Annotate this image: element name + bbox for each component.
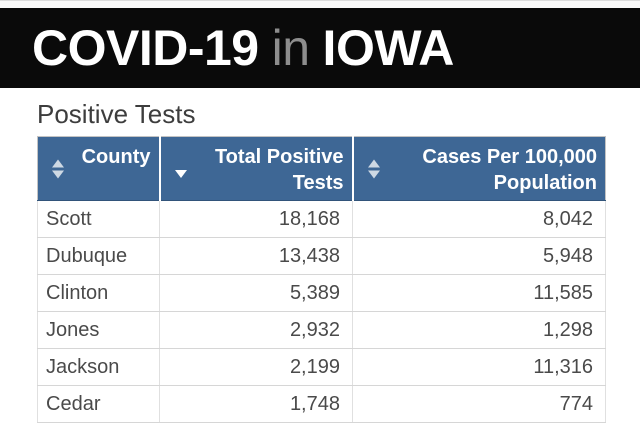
positive-tests-table: County Total Positive Tests Cases Per 10… bbox=[37, 136, 606, 423]
column-header-label: Cases Per 100,000 Population bbox=[422, 146, 597, 194]
banner-title-covid: COVID-19 bbox=[32, 20, 259, 76]
sort-descending-icon[interactable] bbox=[174, 169, 187, 178]
table-header-row: County Total Positive Tests Cases Per 10… bbox=[37, 136, 606, 201]
column-header-total-positive-tests[interactable]: Total Positive Tests bbox=[158, 136, 353, 201]
county-cell: Jones bbox=[37, 311, 160, 349]
table-row: Clinton 5,389 11,585 bbox=[37, 274, 606, 312]
sort-down-arrow-icon bbox=[367, 170, 380, 178]
total-positive-tests-cell: 13,438 bbox=[159, 237, 353, 275]
sort-down-arrow-icon bbox=[52, 170, 64, 178]
county-cell: Cedar bbox=[37, 385, 160, 423]
table-row: Cedar 1,748 774 bbox=[37, 385, 606, 423]
banner-title-in: in bbox=[271, 20, 310, 76]
table-row: Scott 18,168 8,042 bbox=[37, 200, 606, 238]
top-strip bbox=[0, 0, 640, 8]
sort-up-arrow-icon bbox=[52, 159, 64, 167]
column-header-label: County bbox=[81, 146, 151, 168]
table-row: Dubuque 13,438 5,948 bbox=[37, 237, 606, 275]
total-positive-tests-cell: 5,389 bbox=[159, 274, 353, 312]
banner-title-iowa: IOWA bbox=[322, 20, 455, 76]
county-cell: Clinton bbox=[37, 274, 160, 312]
sort-both-icon[interactable] bbox=[367, 159, 380, 178]
banner-title: COVID-19 in IOWA bbox=[32, 23, 454, 73]
table-row: Jackson 2,199 11,316 bbox=[37, 348, 606, 386]
cases-per-100k-cell: 11,585 bbox=[352, 274, 606, 312]
total-positive-tests-cell: 1,748 bbox=[159, 385, 353, 423]
column-header-county[interactable]: County bbox=[37, 136, 160, 201]
cases-per-100k-cell: 774 bbox=[352, 385, 606, 423]
cases-per-100k-cell: 1,298 bbox=[352, 311, 606, 349]
sort-both-icon[interactable] bbox=[52, 159, 64, 178]
sort-up-arrow-icon bbox=[367, 159, 380, 167]
total-positive-tests-cell: 2,932 bbox=[159, 311, 353, 349]
table-row: Jones 2,932 1,298 bbox=[37, 311, 606, 349]
cases-per-100k-cell: 11,316 bbox=[352, 348, 606, 386]
county-cell: Dubuque bbox=[37, 237, 160, 275]
column-header-label: Total Positive Tests bbox=[214, 146, 344, 194]
column-header-cases-per-100k[interactable]: Cases Per 100,000 Population bbox=[351, 136, 606, 201]
county-cell: Scott bbox=[37, 200, 160, 238]
cases-per-100k-cell: 5,948 bbox=[352, 237, 606, 275]
total-positive-tests-cell: 18,168 bbox=[159, 200, 353, 238]
county-cell: Jackson bbox=[37, 348, 160, 386]
cases-per-100k-cell: 8,042 bbox=[352, 200, 606, 238]
site-banner: COVID-19 in IOWA bbox=[0, 8, 640, 88]
page-title: Positive Tests bbox=[37, 99, 196, 129]
total-positive-tests-cell: 2,199 bbox=[159, 348, 353, 386]
sort-down-arrow-icon bbox=[174, 169, 187, 178]
